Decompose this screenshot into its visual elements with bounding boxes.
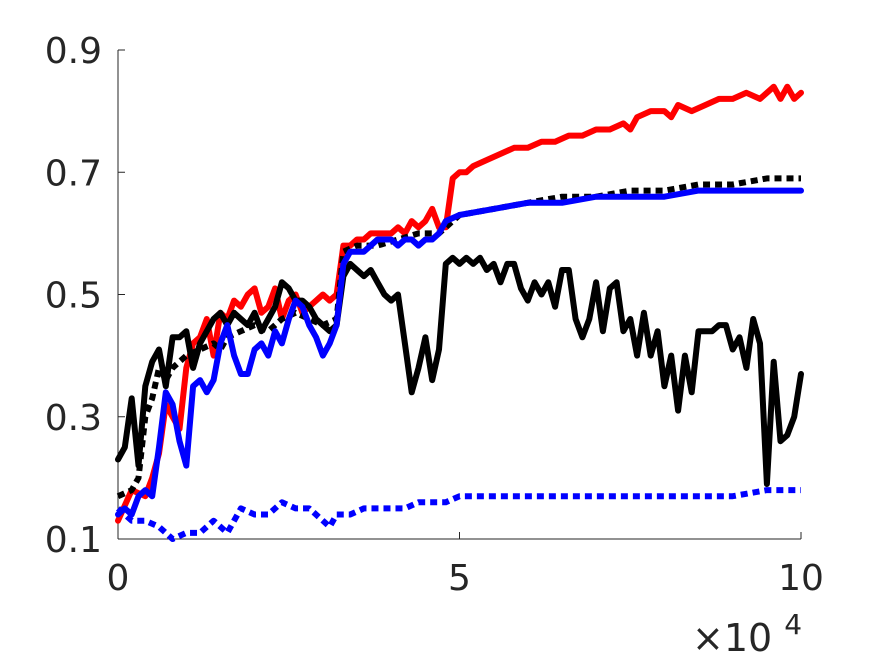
ticks bbox=[117, 49, 802, 540]
y-tick-label: 0.7 bbox=[45, 153, 102, 194]
y-tick-label: 0.9 bbox=[45, 31, 102, 72]
axes bbox=[117, 50, 801, 540]
x-tick-label: 0 bbox=[107, 558, 130, 599]
x-tick-label: 5 bbox=[448, 558, 471, 599]
x-axis-exponent: ×10 4 bbox=[692, 608, 802, 660]
series-line-2 bbox=[116, 175, 801, 499]
series-layer bbox=[115, 83, 804, 542]
y-tick-label: 0.3 bbox=[45, 398, 102, 439]
series-line-4 bbox=[115, 487, 801, 542]
x-exponent-power: 4 bbox=[784, 608, 802, 641]
x-exponent-base: ×10 bbox=[692, 616, 772, 660]
y-tick-label: 0.1 bbox=[45, 520, 102, 561]
series-line-1 bbox=[115, 254, 804, 487]
series-line-3 bbox=[115, 187, 804, 518]
series-line-0 bbox=[115, 83, 804, 524]
tick-labels: 0.1 0.3 0.5 0.7 0.9 0 5 10 bbox=[45, 31, 824, 599]
x-tick-label: 10 bbox=[778, 558, 824, 599]
y-tick-label: 0.5 bbox=[45, 276, 102, 317]
